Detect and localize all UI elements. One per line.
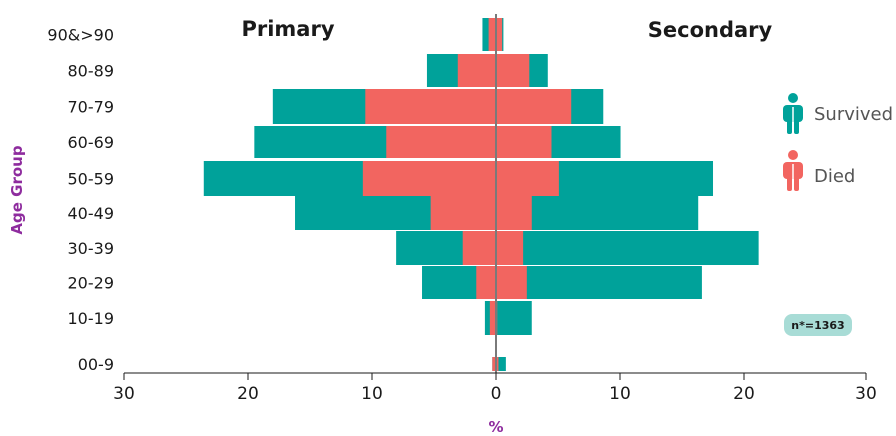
bar-survived-secondary-00-9 <box>496 357 506 371</box>
bar-survived-secondary-30-39 <box>496 231 759 265</box>
secondary-title: Secondary <box>648 18 773 42</box>
bar-died-secondary-70-79 <box>496 89 572 124</box>
x-tick-label: 10 <box>609 384 631 404</box>
bar-died-primary-70-79 <box>365 89 496 124</box>
bar-died-secondary-80-89 <box>496 54 530 87</box>
y-tick-label: 50-59 <box>68 170 115 189</box>
bar-died-primary-50-59 <box>362 161 496 196</box>
y-axis-title: Age Group <box>8 145 26 234</box>
bars-group <box>203 14 759 373</box>
bar-died-primary-00-9 <box>492 357 496 371</box>
bar-died-primary-30-39 <box>462 231 496 265</box>
y-tick-label: 90&>90 <box>47 26 114 45</box>
bar-died-primary-60-69 <box>386 126 496 158</box>
bar-died-primary-20-29 <box>476 266 496 299</box>
y-tick-label: 40-49 <box>68 204 115 223</box>
y-tick-labels: 00-9 10-19 20-29 30-39 40-49 50-59 60-69 70-79 8… <box>47 26 114 375</box>
bar-died-secondary-20-29 <box>496 266 527 299</box>
x-tick-label: 30 <box>113 384 135 404</box>
x-tick-label: 30 <box>855 384 877 404</box>
y-tick-label: 10-19 <box>68 309 115 328</box>
survived-person-icon <box>783 93 803 134</box>
bar-survived-secondary-10-19 <box>496 301 532 335</box>
sample-size-label: n*=1363 <box>791 319 844 332</box>
legend-survived-label: Survived <box>814 104 893 125</box>
x-axis: 30 20 10 0 10 20 30 <box>113 372 877 404</box>
y-tick-label: 20-29 <box>68 274 115 293</box>
bar-died-primary-80-89 <box>457 54 496 87</box>
bar-died-secondary-00-9 <box>496 357 499 371</box>
y-tick-label: 30-39 <box>68 239 115 258</box>
bar-died-secondary-60-69 <box>496 126 552 158</box>
bar-died-primary-90&>90 <box>488 18 496 51</box>
bar-died-primary-40-49 <box>430 196 496 230</box>
bar-died-secondary-90&>90 <box>496 18 503 51</box>
x-tick-label: 20 <box>733 384 755 404</box>
x-tick-label: 20 <box>237 384 259 404</box>
legend: Survived Died <box>783 93 893 191</box>
bar-died-secondary-30-39 <box>496 231 524 265</box>
legend-died-label: Died <box>814 166 855 187</box>
x-tick-label: 10 <box>361 384 383 404</box>
y-tick-label: 80-89 <box>68 62 115 81</box>
bar-died-primary-10-19 <box>489 301 496 335</box>
badge-background <box>784 314 852 336</box>
x-axis-title: % <box>488 418 503 436</box>
sample-size-badge: n*=1363 <box>784 314 852 336</box>
x-tick-label: 0 <box>491 384 502 404</box>
primary-title: Primary <box>241 17 334 41</box>
bar-died-secondary-40-49 <box>496 196 532 230</box>
y-tick-label: 00-9 <box>78 355 114 374</box>
bar-survived-secondary-20-29 <box>496 266 702 299</box>
bar-died-secondary-50-59 <box>496 161 559 196</box>
died-person-icon <box>783 150 803 191</box>
y-tick-label: 60-69 <box>68 133 115 152</box>
y-tick-label: 70-79 <box>68 98 115 117</box>
